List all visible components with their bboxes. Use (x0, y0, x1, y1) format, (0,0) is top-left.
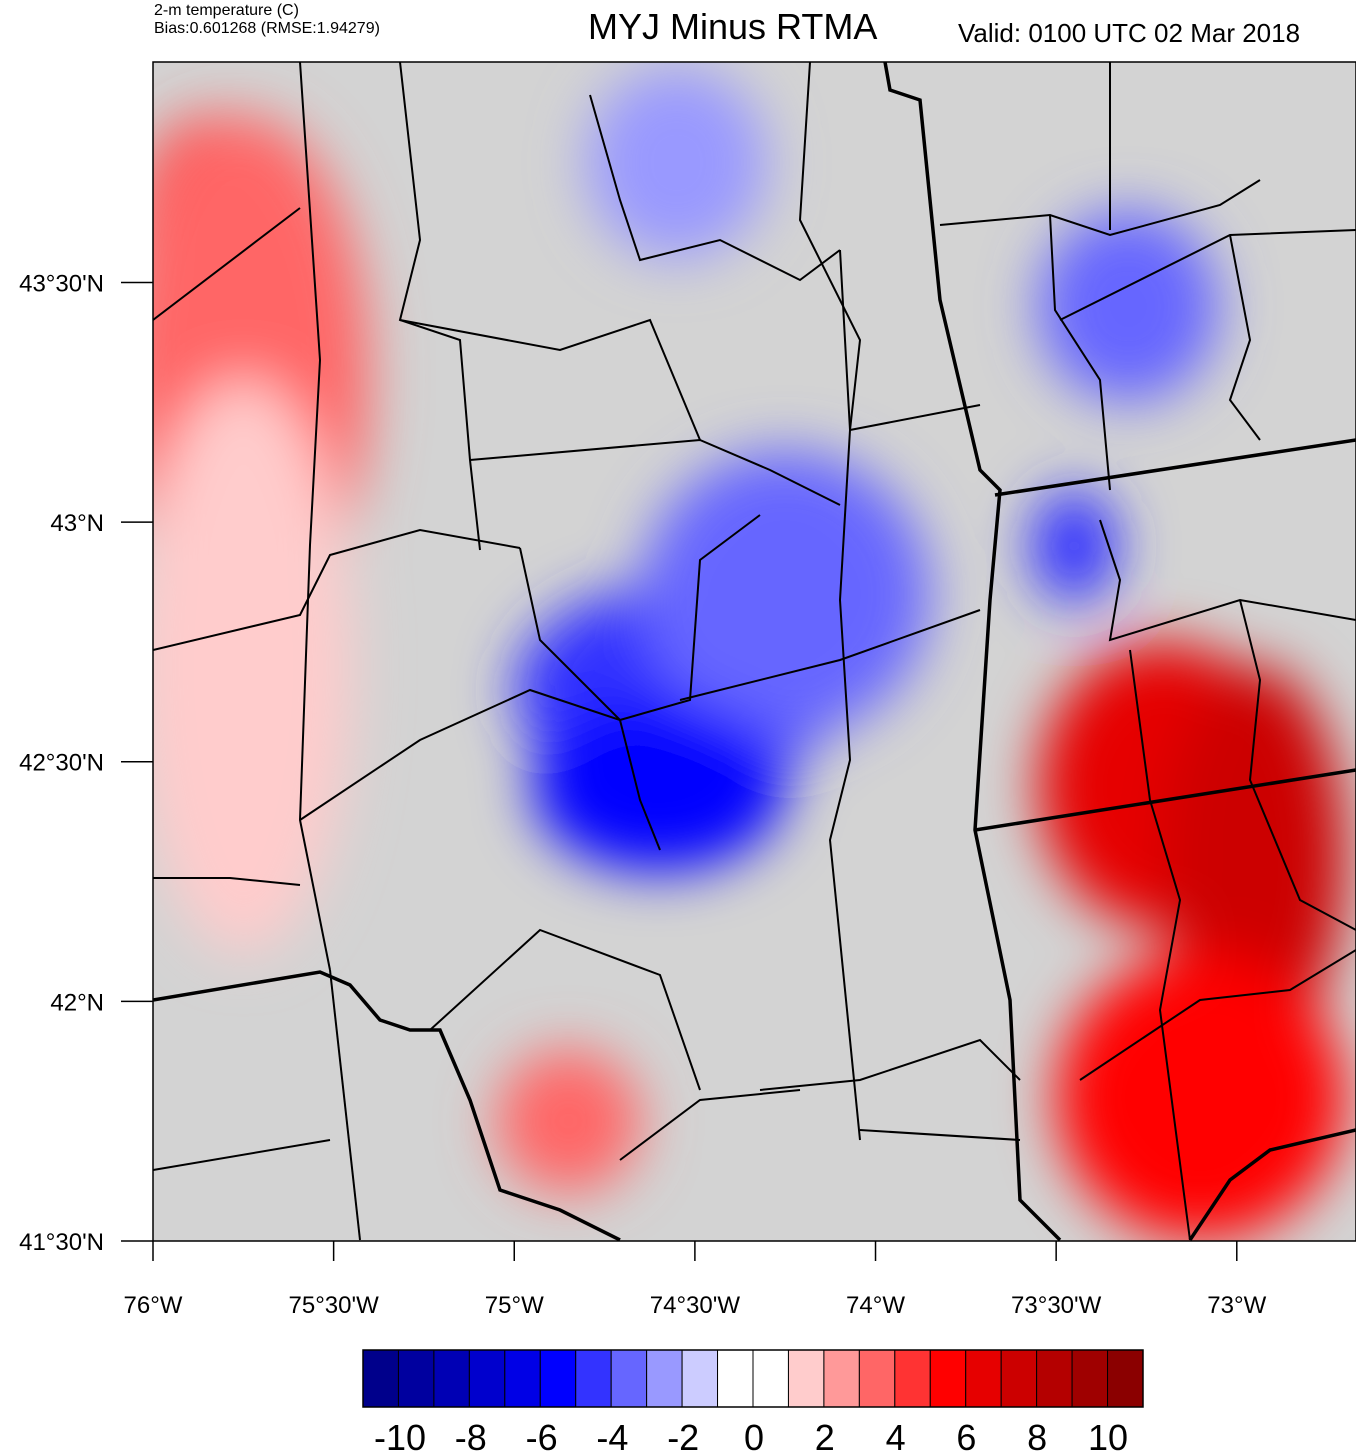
valid-time-label: Valid: 0100 UTC 02 Mar 2018 (958, 18, 1301, 48)
state-boundaries (153, 62, 1356, 1241)
colorbar-swatch-8 (646, 1349, 683, 1408)
colorbar-swatch-0 (362, 1349, 399, 1408)
lat-tick-label-1: 43°N (50, 510, 104, 537)
colorbar-label-5: 0 (744, 1417, 764, 1456)
lat-tick-label-4: 41°30'N (19, 1229, 104, 1256)
colorbar-swatch-6 (575, 1349, 612, 1408)
anomaly-region-12 (496, 1049, 641, 1194)
colorbar: -10 -8 -6 -4 -2 0 2 4 6 8 10 (362, 1349, 1144, 1456)
colorbar-label-7: 4 (886, 1417, 906, 1456)
colorbar-swatch-20 (1071, 1349, 1109, 1408)
colorbar-label-4: -2 (667, 1417, 699, 1456)
lon-tick-label-6: 73°W (1207, 1292, 1266, 1319)
plot-frame (152, 61, 1356, 1242)
colorbar-label-1: -8 (455, 1417, 487, 1456)
anomaly-region-11 (1056, 953, 1346, 1241)
colorbar-label-10: 10 (1088, 1417, 1128, 1456)
bias-rmse-label: Bias:0.601268 (RMSE:1.94279) (154, 20, 380, 37)
colorbar-swatch-14 (858, 1349, 896, 1408)
map-title: MYJ Minus RTMA (588, 6, 878, 47)
colorbar-swatch-12 (787, 1349, 825, 1408)
anomaly-region-2 (153, 378, 352, 954)
colorbar-label-3: -4 (596, 1417, 628, 1456)
anomaly-region-8 (1030, 488, 1118, 604)
colorbar-swatch-10 (717, 1349, 754, 1408)
colorbar-label-6: 2 (815, 1417, 835, 1456)
colorbar-swatch-11 (752, 1349, 789, 1408)
anomaly-field (153, 62, 1356, 1241)
lat-tick-label-2: 42°30'N (19, 750, 104, 777)
colorbar-swatch-21 (1107, 1349, 1144, 1408)
anomaly-region-5 (532, 699, 786, 872)
boundary-lines (153, 62, 1356, 1241)
colorbar-swatch-3 (468, 1349, 506, 1408)
colorbar-swatch-15 (894, 1349, 931, 1408)
lon-tick-label-5: 73°30'W (1011, 1292, 1102, 1319)
variable-label: 2-m temperature (C) (154, 2, 299, 19)
lat-tick-label-0: 43°30'N (19, 270, 104, 297)
colorbar-swatch-4 (504, 1349, 541, 1408)
colorbar-swatch-17 (965, 1349, 1002, 1408)
colorbar-swatch-7 (610, 1349, 648, 1408)
anomaly-region-6 (586, 66, 768, 259)
lon-tick-label-4: 74°W (846, 1292, 905, 1319)
county-boundaries (153, 62, 1356, 1241)
anomaly-region-4 (640, 450, 930, 738)
colorbar-label-2: -6 (526, 1417, 558, 1456)
map-axes: 76°W 75°30'W 75°W 74°30'W 74°W 73°30'W 73°W 43°… (19, 270, 1267, 1319)
colorbar-swatch-9 (681, 1349, 719, 1408)
colorbar-swatch-13 (823, 1349, 860, 1408)
anomaly-region-10 (1164, 665, 1346, 1050)
colorbar-swatch-19 (1036, 1349, 1073, 1408)
lon-tick-label-2: 75°W (485, 1292, 544, 1319)
colorbar-frame (362, 1349, 1144, 1408)
lon-tick-label-3: 74°30'W (650, 1292, 741, 1319)
lon-tick-label-1: 75°30'W (289, 1292, 380, 1319)
colorbar-swatch-16 (929, 1349, 967, 1408)
lon-tick-label-0: 76°W (124, 1292, 183, 1319)
colorbar-swatch-2 (433, 1349, 470, 1408)
anomaly-region-7 (1038, 210, 1219, 403)
lat-tick-label-3: 42°N (50, 989, 104, 1016)
colorbar-swatch-18 (1000, 1349, 1038, 1408)
colorbar-label-8: 6 (956, 1417, 976, 1456)
colorbar-label-0: -10 (374, 1417, 426, 1456)
colorbar-swatch-5 (539, 1349, 577, 1408)
colorbar-label-9: 8 (1027, 1417, 1047, 1456)
colorbar-swatch-1 (397, 1349, 435, 1408)
